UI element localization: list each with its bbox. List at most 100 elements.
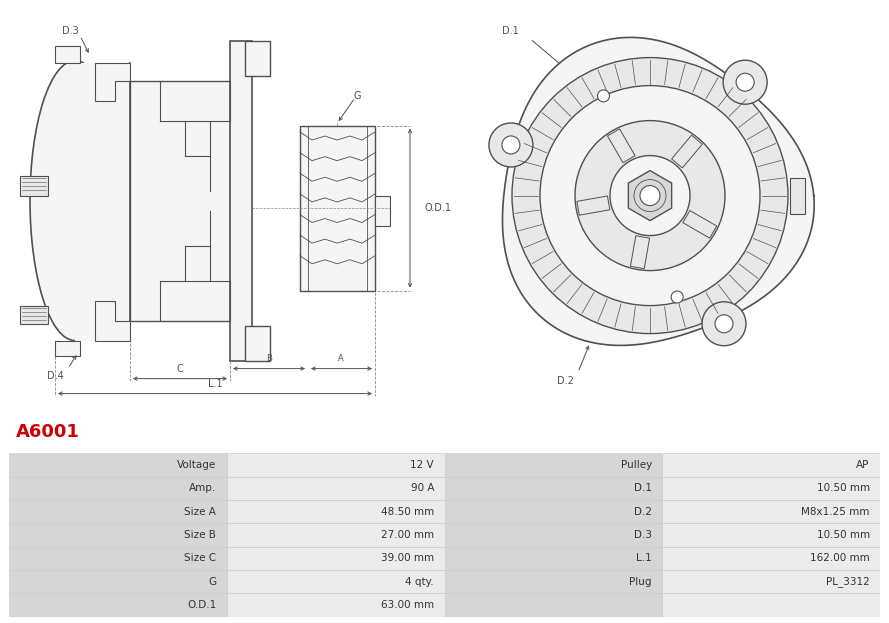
Circle shape xyxy=(723,60,767,104)
Polygon shape xyxy=(75,62,130,341)
Text: 162.00 mm: 162.00 mm xyxy=(810,553,869,563)
Text: Amp.: Amp. xyxy=(189,483,216,493)
Text: 27.00 mm: 27.00 mm xyxy=(380,530,434,540)
Bar xyxy=(662,454,880,477)
Bar xyxy=(9,523,227,547)
Bar xyxy=(227,454,444,477)
Bar xyxy=(444,547,662,570)
Text: O.D.1: O.D.1 xyxy=(187,600,216,610)
Polygon shape xyxy=(671,135,702,168)
Circle shape xyxy=(610,156,690,235)
Bar xyxy=(662,570,880,594)
Text: 90 A: 90 A xyxy=(411,483,434,493)
Bar xyxy=(9,500,227,523)
Text: Plug: Plug xyxy=(629,577,652,587)
Circle shape xyxy=(512,57,788,333)
Bar xyxy=(20,306,48,323)
Polygon shape xyxy=(95,62,130,100)
Text: D.3: D.3 xyxy=(634,530,652,540)
Bar xyxy=(662,523,880,547)
Bar xyxy=(130,80,230,321)
Circle shape xyxy=(715,315,733,333)
Circle shape xyxy=(502,136,520,154)
Polygon shape xyxy=(630,235,650,269)
Circle shape xyxy=(640,186,660,206)
Bar xyxy=(444,454,662,477)
Polygon shape xyxy=(790,178,805,214)
Bar xyxy=(227,570,444,594)
Polygon shape xyxy=(502,37,814,345)
Ellipse shape xyxy=(30,60,120,341)
Text: D.3: D.3 xyxy=(61,26,78,36)
Bar xyxy=(444,500,662,523)
Circle shape xyxy=(702,302,746,346)
Bar xyxy=(662,477,880,500)
Polygon shape xyxy=(95,300,130,341)
Bar xyxy=(9,570,227,594)
Text: A: A xyxy=(338,354,344,363)
Polygon shape xyxy=(629,171,672,221)
Bar xyxy=(227,594,444,617)
Bar xyxy=(444,594,662,617)
Text: G: G xyxy=(353,90,361,100)
Bar xyxy=(444,477,662,500)
Text: L.1: L.1 xyxy=(208,379,222,389)
Bar xyxy=(9,454,227,477)
Polygon shape xyxy=(55,45,80,62)
Text: 48.50 mm: 48.50 mm xyxy=(380,506,434,516)
Text: 39.00 mm: 39.00 mm xyxy=(380,553,434,563)
Text: Size C: Size C xyxy=(184,553,216,563)
Bar xyxy=(444,523,662,547)
Text: M8x1.25 mm: M8x1.25 mm xyxy=(801,506,869,516)
Text: D.2: D.2 xyxy=(557,376,573,386)
Bar xyxy=(662,500,880,523)
Circle shape xyxy=(489,123,533,167)
Polygon shape xyxy=(683,211,717,238)
Text: 4 qty.: 4 qty. xyxy=(405,577,434,587)
Text: D.2: D.2 xyxy=(634,506,652,516)
Text: B: B xyxy=(266,354,272,363)
Bar xyxy=(227,523,444,547)
Text: Size B: Size B xyxy=(184,530,216,540)
Bar xyxy=(9,547,227,570)
Bar xyxy=(227,477,444,500)
Bar xyxy=(662,547,880,570)
Text: AP: AP xyxy=(856,460,869,470)
Text: Size A: Size A xyxy=(184,506,216,516)
Text: D.4: D.4 xyxy=(46,371,63,381)
Circle shape xyxy=(575,121,725,270)
Text: Pulley: Pulley xyxy=(621,460,652,470)
Circle shape xyxy=(736,74,754,91)
Bar xyxy=(20,176,48,196)
Circle shape xyxy=(597,90,610,102)
Bar xyxy=(9,477,227,500)
Bar xyxy=(444,570,662,594)
Circle shape xyxy=(671,291,683,303)
Text: 12 V: 12 V xyxy=(411,460,434,470)
Polygon shape xyxy=(55,341,80,356)
Bar xyxy=(9,594,227,617)
Text: PL_3312: PL_3312 xyxy=(826,576,869,587)
Polygon shape xyxy=(245,326,270,361)
Bar xyxy=(662,594,880,617)
Polygon shape xyxy=(607,129,635,163)
Polygon shape xyxy=(245,40,270,75)
Bar xyxy=(230,40,252,361)
Text: L.1: L.1 xyxy=(637,553,652,563)
Text: C: C xyxy=(177,364,183,374)
Text: Voltage: Voltage xyxy=(177,460,216,470)
Text: 63.00 mm: 63.00 mm xyxy=(380,600,434,610)
Text: 10.50 mm: 10.50 mm xyxy=(816,530,869,540)
Polygon shape xyxy=(577,196,610,215)
Bar xyxy=(375,196,390,226)
Bar xyxy=(227,500,444,523)
Text: D.1: D.1 xyxy=(634,483,652,493)
Text: A6001: A6001 xyxy=(16,424,80,441)
Bar xyxy=(227,547,444,570)
Text: D.1: D.1 xyxy=(501,26,518,36)
Text: O.D.1: O.D.1 xyxy=(425,202,452,212)
Text: G: G xyxy=(208,577,216,587)
Circle shape xyxy=(540,85,760,306)
Bar xyxy=(300,126,375,290)
Text: 10.50 mm: 10.50 mm xyxy=(816,483,869,493)
